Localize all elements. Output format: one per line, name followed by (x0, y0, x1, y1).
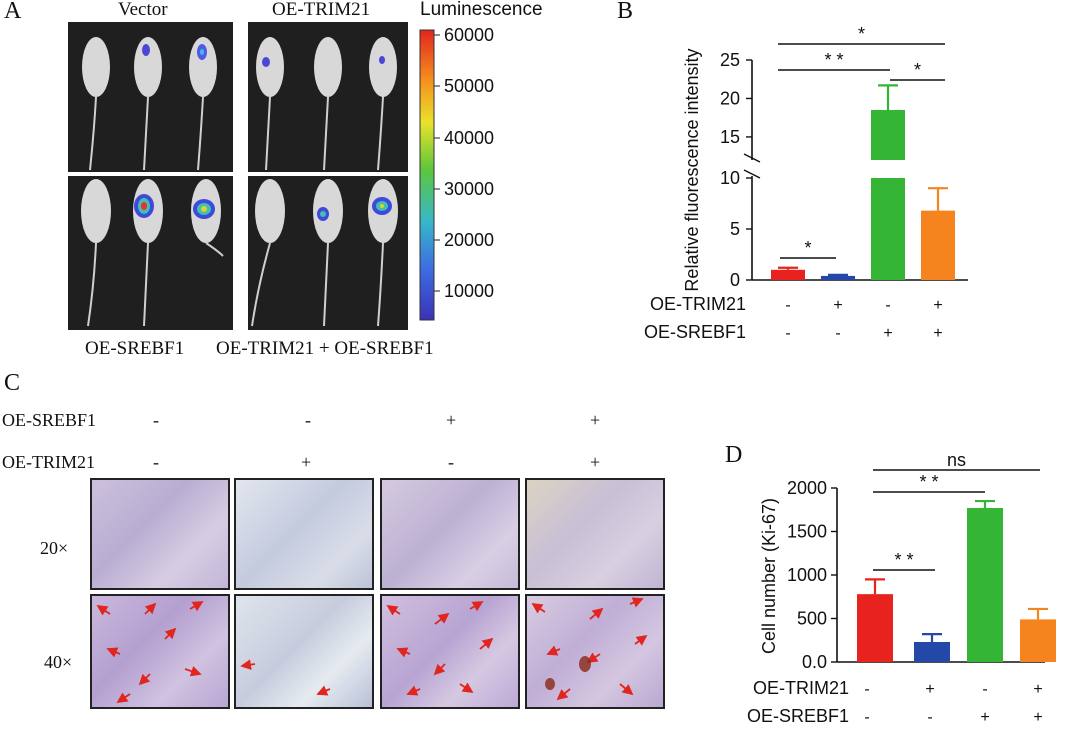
y-tick-label: 2000 (787, 478, 827, 498)
significance-label: ns (947, 450, 966, 470)
y-axis-title: Cell number (Ki-67) (759, 498, 779, 654)
mice-oe-trim21-image (256, 37, 397, 171)
label-oe-trim21: OE-TRIM21 (272, 0, 371, 20)
mice-vector-image (82, 37, 217, 171)
panel-d-letter: D (725, 442, 743, 468)
magnification-40x: 40× (44, 652, 73, 672)
condition-sign: - (927, 709, 932, 726)
y-tick-label: 500 (797, 609, 827, 629)
c-trim21-sign: - (153, 452, 159, 472)
condition-sign: + (933, 297, 942, 314)
y-tick-label: 10 (720, 168, 740, 188)
significance-label: * (914, 60, 921, 80)
c-srebf1-sign: + (446, 410, 457, 430)
imaging-panel-oe-trim21 (248, 22, 408, 172)
label-oe-srebf1: OE-SREBF1 (85, 338, 185, 359)
axis-break-mark (743, 169, 761, 179)
imaging-panel-oe-srebf1 (68, 176, 233, 330)
c-trim21-sign: + (590, 452, 601, 472)
bar (821, 275, 855, 280)
bar (871, 178, 905, 280)
micrograph-20x-oe-srebf1 (380, 478, 520, 590)
condition-label-trim21: OE-TRIM21 (650, 294, 746, 314)
condition-sign: - (982, 681, 987, 698)
bar (921, 210, 955, 280)
y-tick-label: 20 (720, 88, 740, 108)
c-srebf1-sign: - (153, 410, 159, 430)
magnification-20x: 20× (40, 538, 69, 558)
colorbar-tick: 30000 (444, 179, 494, 199)
chart-b: 0 5 10 15 20 25 Relative fluorescence intensit… (644, 24, 968, 342)
condition-sign: + (925, 681, 934, 698)
y-tick-label: 1500 (787, 522, 827, 542)
colorbar-tick: 10000 (444, 281, 494, 301)
mice-combined-image (251, 179, 398, 327)
micrograph-20x-oe-trim21 (234, 478, 374, 590)
colorbar-tick: 20000 (444, 230, 494, 250)
y-tick-label: 5 (730, 219, 740, 239)
condition-sign: + (833, 297, 842, 314)
y-tick-label: 15 (720, 127, 740, 147)
bar-upper (871, 110, 905, 160)
condition-label-srebf1: OE-SREBF1 (747, 706, 849, 726)
y-tick-label: 25 (720, 50, 740, 70)
axis-break-mark (743, 153, 761, 163)
colorbar-gradient (419, 29, 435, 321)
colorbar-tick: 60000 (444, 26, 494, 45)
bar (771, 269, 805, 280)
bar (1020, 619, 1056, 662)
row-label-oe-trim21: OE-TRIM21 (2, 452, 95, 472)
significance-label: * * (824, 50, 843, 70)
luminescence-colorbar: 60000 50000 40000 30000 20000 10000 (419, 26, 494, 321)
panel-c-letter: C (4, 370, 21, 396)
y-tick-label: 1000 (787, 565, 827, 585)
condition-sign: + (883, 325, 892, 342)
condition-label-srebf1: OE-SREBF1 (644, 322, 746, 342)
colorbar-title: Luminescence (420, 0, 543, 20)
significance-label: * (858, 24, 865, 44)
panel-b-letter: B (617, 0, 634, 24)
panel-a-letter: A (4, 0, 22, 24)
y-axis-title: Relative fluorescence intensity (682, 48, 702, 291)
micrograph-20x-vector (90, 478, 230, 590)
c-trim21-sign: + (301, 452, 312, 472)
c-srebf1-sign: - (305, 410, 311, 430)
c-trim21-sign: - (448, 452, 454, 472)
c-srebf1-sign: + (590, 410, 601, 430)
significance-label: * (804, 238, 811, 258)
condition-sign: - (864, 709, 869, 726)
mice-oe-srebf1-image (81, 179, 224, 327)
condition-sign: - (864, 681, 869, 698)
colorbar-tick: 50000 (444, 76, 494, 96)
ki67-arrows-overlay (96, 597, 648, 703)
condition-sign: - (835, 325, 840, 342)
condition-sign: + (1033, 709, 1042, 726)
colorbar-tick: 40000 (444, 128, 494, 148)
imaging-panel-vector (68, 22, 233, 172)
condition-sign: + (1033, 681, 1042, 698)
label-vector: Vector (118, 0, 168, 20)
condition-label-trim21: OE-TRIM21 (753, 678, 849, 698)
y-tick-label: 0.0 (802, 652, 827, 672)
condition-sign: - (885, 297, 890, 314)
chart-d: 0.0 500 1000 1500 2000 Cell number (Ki-67) ns *… (747, 450, 1056, 726)
bar (967, 508, 1003, 662)
micrograph-20x-combined (525, 478, 665, 590)
bar (914, 641, 950, 662)
row-label-oe-srebf1: OE-SREBF1 (2, 410, 97, 430)
label-combined: OE-TRIM21 + OE-SREBF1 (216, 338, 434, 359)
significance-label: * * (919, 472, 938, 492)
condition-sign: - (785, 325, 790, 342)
micrograph-40x-oe-trim21 (234, 594, 374, 709)
imaging-panel-oe-trim21-oe-srebf1 (248, 176, 408, 330)
bar (857, 594, 893, 662)
condition-sign: + (933, 325, 942, 342)
condition-sign: + (980, 709, 989, 726)
significance-label: * * (894, 550, 913, 570)
condition-sign: - (785, 297, 790, 314)
y-tick-label: 0 (730, 270, 740, 290)
